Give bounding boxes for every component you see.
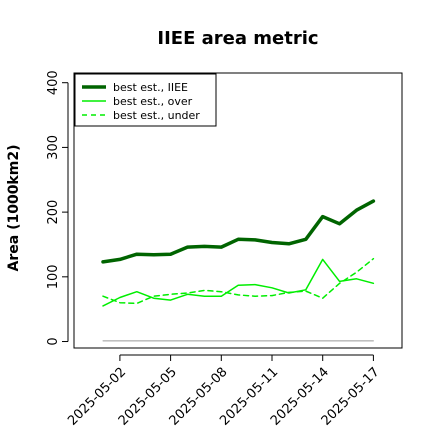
y-tick-label: 400 xyxy=(46,70,61,95)
chart-title: IIEE area metric xyxy=(157,28,318,49)
legend-label: best est., over xyxy=(113,95,193,108)
y-tick-label: 200 xyxy=(46,200,61,225)
y-tick-label: 100 xyxy=(46,264,61,289)
legend-label: best est., under xyxy=(113,109,200,122)
y-axis-label: Area (1000km2) xyxy=(6,145,22,272)
plot-frame xyxy=(73,72,403,349)
series-group xyxy=(101,199,376,342)
legend-box xyxy=(74,73,217,127)
y-tick-label: 0 xyxy=(46,337,61,345)
series-line-best-est-over xyxy=(102,258,375,307)
legend-label: best est., IIEE xyxy=(113,81,188,94)
series-line-best-est-under xyxy=(102,257,375,305)
y-tick-label: 300 xyxy=(46,135,61,160)
series-line-best-est-iiee xyxy=(101,199,376,264)
y-axis: 0 100 200 300 400 xyxy=(46,70,69,346)
x-axis: 2025-05-022025-05-052025-05-082025-05-11… xyxy=(65,354,383,429)
